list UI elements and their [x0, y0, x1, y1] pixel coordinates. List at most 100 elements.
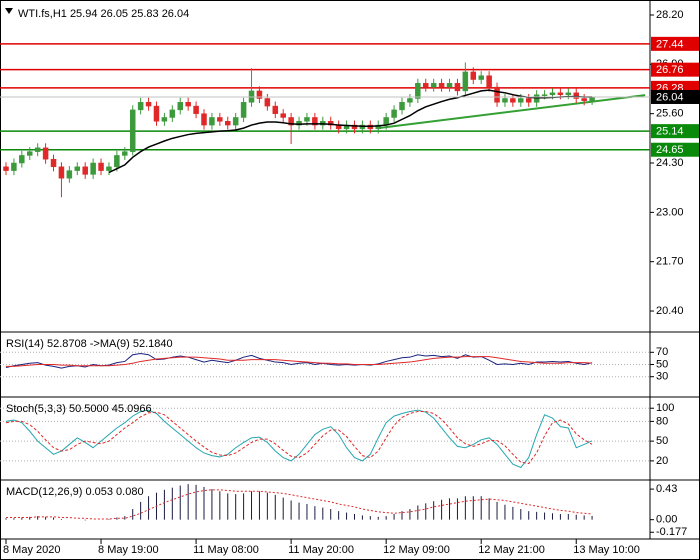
candle-body [153, 105, 160, 122]
y-tick-label: 28.20 [656, 9, 684, 21]
y-tick-label: 23.00 [656, 206, 684, 218]
candle-body [573, 92, 579, 99]
candle-body [232, 117, 239, 126]
candle-body [367, 124, 374, 130]
y-tick-label: 0.00 [656, 514, 677, 526]
candle-body [34, 147, 41, 152]
level-label: 24.65 [656, 144, 684, 156]
indicator-line [6, 356, 593, 367]
x-tick-label: 13 May 10:00 [573, 544, 640, 556]
candle-body [11, 162, 17, 171]
candle-body [533, 94, 540, 103]
candle-body [74, 166, 81, 171]
candle-body [90, 162, 96, 175]
y-tick-label: 0.43 [656, 483, 677, 495]
candle-body [296, 121, 302, 126]
x-tick-label: 11 May 20:00 [288, 544, 354, 556]
y-tick-label: 50 [656, 358, 668, 370]
candle-body [177, 102, 183, 111]
candle-body [557, 92, 564, 95]
title-icon [5, 8, 13, 14]
y-tick-label: 25.60 [656, 108, 684, 120]
last-price-label: 26.04 [656, 91, 684, 103]
y-tick-label: 80 [656, 415, 668, 427]
candle-body [98, 162, 104, 171]
y-tick-label: 24.30 [656, 157, 684, 169]
candle-body [327, 121, 334, 126]
candle-body [549, 92, 556, 95]
candle-body [217, 117, 223, 122]
candle-body [430, 83, 437, 88]
candle-body [518, 98, 524, 103]
candle-body [58, 166, 65, 179]
y-tick-label: 30 [656, 371, 668, 383]
candle-body [407, 98, 413, 103]
candle-body [169, 109, 176, 118]
candle-body [225, 121, 231, 126]
panel-title: Stoch(5,3,3) 50.5000 45.0966 [6, 403, 152, 415]
candle-body [106, 166, 112, 171]
candle-body [423, 83, 429, 88]
candle-body [114, 155, 120, 168]
candle-body [122, 151, 128, 156]
candle-body [209, 117, 215, 126]
candle-body [240, 102, 247, 118]
candle-body [50, 158, 57, 168]
indicator-line [5, 409, 593, 469]
candle-body [185, 102, 191, 107]
y-tick-label: 70 [656, 346, 668, 358]
level-label: 25.14 [656, 126, 684, 138]
candle-body [502, 98, 508, 103]
y-tick-label: -0.177 [656, 526, 687, 538]
candle-body [320, 121, 326, 126]
candle-body [129, 109, 136, 152]
moving-average [108, 89, 593, 174]
candle-body [415, 83, 421, 99]
candle-body [359, 124, 366, 130]
candle-body [19, 155, 25, 164]
candle-body [42, 147, 49, 160]
candle-body [304, 117, 310, 122]
y-tick-label: 100 [656, 402, 674, 414]
candle-body [256, 90, 263, 99]
indicator-line [5, 411, 593, 465]
candle-body [478, 75, 484, 80]
candle-body [351, 124, 358, 130]
x-tick-label: 12 May 09:00 [383, 544, 450, 556]
candle-body [494, 86, 500, 103]
x-tick-label: 11 May 08:00 [193, 544, 259, 556]
candle-body [161, 117, 168, 122]
candle-body [312, 117, 318, 126]
candle-body [375, 124, 381, 130]
candle-body [201, 113, 207, 126]
y-tick-label: 20 [656, 455, 668, 467]
candle-body [525, 98, 532, 103]
signal-line [6, 489, 593, 520]
panel-title: RSI(14) 52.8708 ->MA(9) 52.1840 [6, 338, 173, 350]
last-price-box [651, 89, 699, 104]
candle-body [541, 94, 548, 96]
panel-title: MACD(12,26,9) 0.053 0.080 [6, 486, 144, 498]
trendline [378, 94, 646, 130]
candle-body [264, 98, 271, 107]
level-label: 26.76 [656, 64, 684, 76]
candle-body [280, 113, 286, 118]
x-tick-label: 8 May 19:00 [98, 544, 159, 556]
x-tick-label: 8 May 2020 [3, 544, 60, 556]
candle-body [454, 83, 461, 92]
candle-body [581, 98, 587, 102]
candle-body [27, 151, 33, 156]
level-label-box [651, 124, 699, 139]
candle-body [391, 109, 397, 118]
candle-body [66, 170, 73, 179]
level-label-box [651, 142, 699, 157]
level-label: 27.44 [656, 38, 684, 50]
y-tick-label: 20.40 [656, 305, 684, 317]
panel-title: WTI.fs,H1 25.94 26.05 25.83 26.04 [18, 8, 189, 20]
candle-body [137, 102, 144, 111]
candle-body [446, 83, 453, 88]
candle-body [145, 102, 152, 107]
candle-body [399, 102, 405, 111]
